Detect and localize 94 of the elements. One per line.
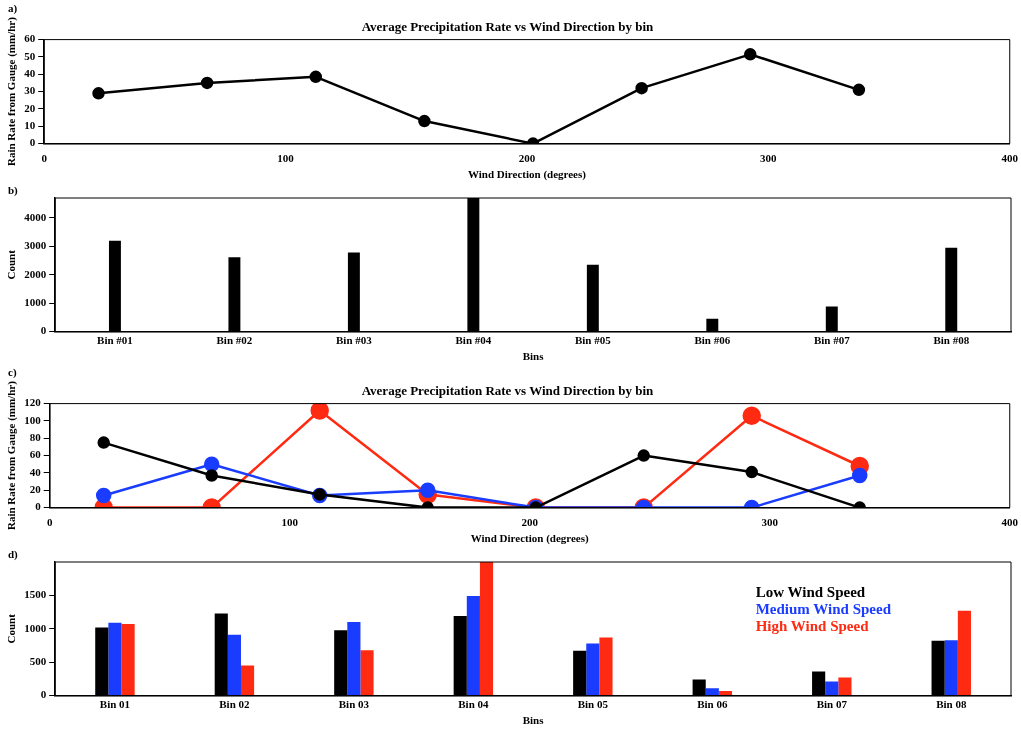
y-tick-label: 10 <box>24 119 36 132</box>
point <box>637 449 650 462</box>
y-tick-label: 4000 <box>24 210 47 223</box>
point <box>205 469 218 482</box>
point <box>851 467 868 484</box>
bar <box>705 688 719 696</box>
bar <box>944 640 958 696</box>
bar <box>599 637 613 696</box>
y-tick-label: 40 <box>29 465 42 478</box>
y-tick-label: 1500 <box>24 588 47 601</box>
x-tick-label: Bin #03 <box>336 334 373 347</box>
point <box>200 76 214 90</box>
x-tick-label: Bin 06 <box>697 698 728 711</box>
chart-title: Average Precipitation Rate vs Wind Direction by bin <box>361 383 655 399</box>
y-tick-label: 3000 <box>24 239 47 252</box>
bar <box>108 622 122 696</box>
x-tick-label: 400 <box>1001 152 1019 165</box>
x-tick-label: Bin #01 <box>97 334 133 347</box>
y-axis-title: Count <box>5 613 18 644</box>
chart-title: Average Precipitation Rate vs Wind Direction by bin <box>361 19 655 35</box>
y-tick-label: 20 <box>24 101 36 114</box>
x-tick-label: Bin #06 <box>694 334 731 347</box>
bar <box>360 650 374 696</box>
y-tick-label: 1000 <box>24 296 47 309</box>
bar <box>718 690 733 696</box>
point <box>97 436 110 449</box>
text: c) <box>8 366 17 380</box>
x-tick-label: 200 <box>521 516 539 529</box>
bar <box>347 622 361 696</box>
y-tick-label: 0 <box>35 500 42 513</box>
y-tick-label: 40 <box>24 67 36 80</box>
y-tick-label: 60 <box>24 32 36 45</box>
point <box>309 70 323 84</box>
text: High Wind Speed <box>755 618 870 635</box>
x-tick-label: 400 <box>1001 516 1019 529</box>
point <box>92 87 105 100</box>
bar <box>466 596 480 696</box>
y-axis-title: Rain Rate from Gauge (mm/hr) <box>5 16 19 167</box>
bar <box>240 665 255 696</box>
text: Low Wind Speed <box>755 584 867 601</box>
x-tick-label: Bin 02 <box>219 698 251 711</box>
bar <box>957 610 971 696</box>
point <box>203 456 220 473</box>
point <box>310 403 329 420</box>
y-tick-label: 1000 <box>24 621 47 634</box>
x-tick-label: Bin #05 <box>574 334 612 347</box>
x-tick-label: 300 <box>760 152 778 165</box>
x-axis-title: Wind Direction (degrees) <box>468 168 587 182</box>
point <box>418 114 431 128</box>
x-axis-title: Wind Direction (degrees) <box>470 532 590 546</box>
x-tick-label: Bin 03 <box>338 698 370 711</box>
x-axis-title: Bins <box>522 350 545 363</box>
bar <box>121 624 135 696</box>
y-tick-label: 30 <box>24 84 36 97</box>
y-tick-label: 80 <box>29 431 42 444</box>
text: b) <box>8 184 19 198</box>
bar <box>586 643 600 696</box>
x-tick-label: Bin 01 <box>99 698 131 711</box>
bar <box>227 634 241 696</box>
x-tick-label: Bin #07 <box>813 334 851 347</box>
point <box>745 465 758 479</box>
y-tick-label: 0 <box>40 324 47 337</box>
y-tick-label: 500 <box>29 655 47 668</box>
point <box>744 48 757 61</box>
x-tick-label: 100 <box>281 516 299 529</box>
x-tick-label: Bin 07 <box>816 698 848 711</box>
point <box>635 81 648 95</box>
bar <box>479 562 494 696</box>
y-tick-label: 100 <box>24 413 42 426</box>
point <box>852 83 866 97</box>
text: d) <box>8 548 19 562</box>
x-tick-label: 100 <box>277 152 295 165</box>
y-axis-title: Count <box>5 249 18 280</box>
y-tick-label: 20 <box>29 483 42 496</box>
x-tick-label: Bin #04 <box>455 334 492 347</box>
y-tick-label: 60 <box>29 448 42 461</box>
y-tick-label: 0 <box>40 688 47 701</box>
x-axis-title: Bins <box>522 714 545 727</box>
text: a) <box>8 2 18 16</box>
y-tick-label: 120 <box>24 396 42 409</box>
bar <box>825 681 839 696</box>
x-tick-label: 200 <box>518 152 536 165</box>
text: Medium Wind Speed <box>755 601 891 618</box>
x-tick-label: 300 <box>761 516 779 529</box>
y-axis-title: Rain Rate from Gauge (mm/hr) <box>5 380 19 531</box>
x-tick-label: Bin #08 <box>933 334 970 347</box>
y-tick-label: 50 <box>24 49 36 62</box>
x-tick-label: Bin #02 <box>216 334 253 347</box>
bar <box>838 677 852 696</box>
y-tick-label: 0 <box>29 136 36 149</box>
y-tick-label: 2000 <box>24 267 47 280</box>
x-tick-label: Bin 04 <box>458 698 489 711</box>
x-tick-label: Bin 08 <box>936 698 967 711</box>
x-tick-label: Bin 05 <box>577 698 609 711</box>
